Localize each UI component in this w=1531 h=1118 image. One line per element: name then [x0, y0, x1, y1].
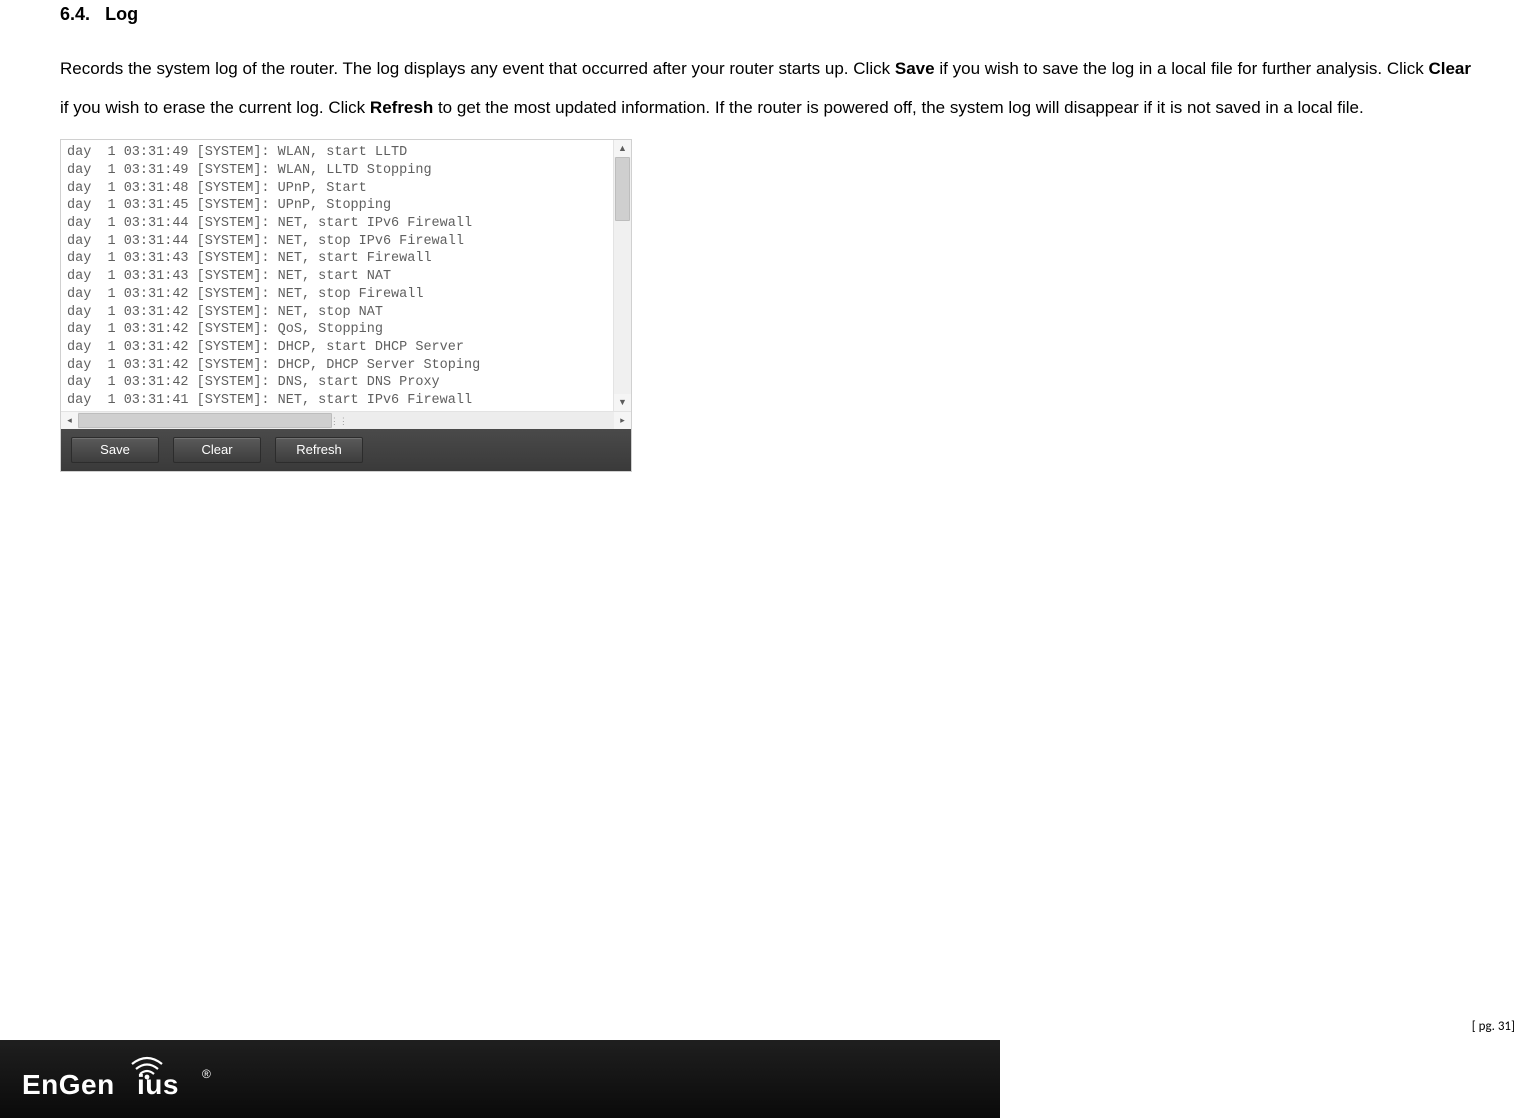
bold-clear: Clear	[1428, 59, 1471, 78]
body-text-span: if you wish to erase the current log. Cl…	[60, 98, 370, 117]
hscroll-grip-icon: ⋮⋮	[330, 416, 336, 425]
svg-text:ius: ius	[137, 1069, 179, 1100]
page-number: [ pg. 31]	[1472, 1019, 1515, 1034]
section-number: 6.4.	[60, 4, 90, 24]
engenius-logo-icon: EnGen ius ®	[22, 1054, 222, 1104]
vertical-scrollbar[interactable]: ▲ ▼	[613, 140, 631, 411]
hscroll-track[interactable]: ⋮⋮	[78, 412, 614, 429]
save-button[interactable]: Save	[71, 437, 159, 463]
body-text-span: if you wish to save the log in a local f…	[935, 59, 1429, 78]
refresh-button[interactable]: Refresh	[275, 437, 363, 463]
scroll-left-arrow-icon[interactable]: ◂	[61, 412, 78, 429]
scroll-down-arrow-icon[interactable]: ▼	[614, 394, 631, 411]
svg-text:®: ®	[202, 1067, 211, 1081]
section-heading: 6.4. Log	[60, 4, 1471, 25]
scroll-thumb[interactable]	[615, 157, 630, 221]
section-title: Log	[105, 4, 138, 24]
horizontal-scrollbar[interactable]: ◂ ⋮⋮ ▸	[61, 411, 631, 429]
log-text: day 1 03:31:49 [SYSTEM]: WLAN, start LLT…	[61, 140, 613, 411]
bold-save: Save	[895, 59, 935, 78]
body-text-span: to get the most updated information. If …	[433, 98, 1363, 117]
clear-button[interactable]: Clear	[173, 437, 261, 463]
hscroll-thumb[interactable]	[78, 413, 332, 428]
scroll-right-arrow-icon[interactable]: ▸	[614, 412, 631, 429]
button-bar: Save Clear Refresh	[61, 429, 631, 471]
log-screenshot: day 1 03:31:49 [SYSTEM]: WLAN, start LLT…	[60, 139, 632, 472]
body-text-span: Records the system log of the router. Th…	[60, 59, 895, 78]
bold-refresh: Refresh	[370, 98, 433, 117]
body-paragraph: Records the system log of the router. Th…	[60, 49, 1471, 127]
footer-bar: EnGen ius ®	[0, 1040, 1000, 1118]
scroll-up-arrow-icon[interactable]: ▲	[614, 140, 631, 157]
svg-text:EnGen: EnGen	[22, 1069, 115, 1100]
